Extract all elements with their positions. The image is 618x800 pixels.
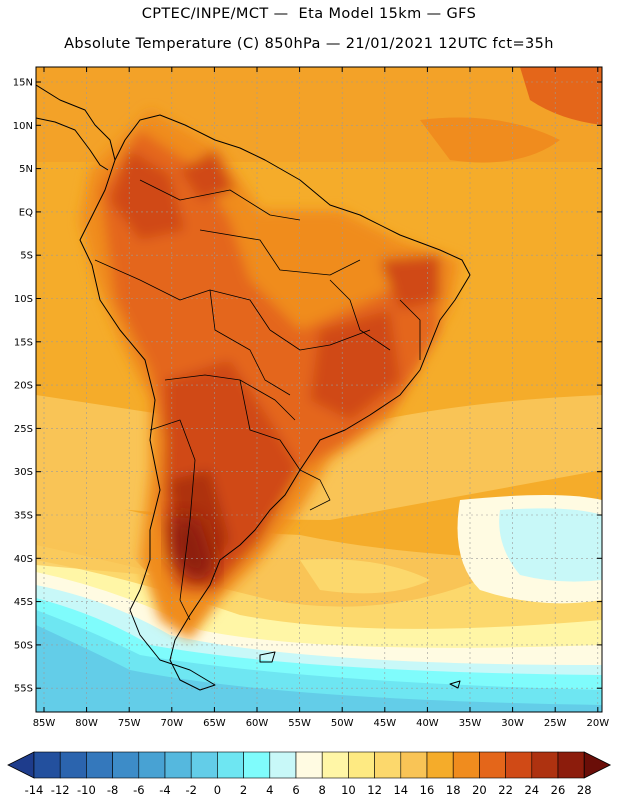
colorbar-label: -12 — [51, 783, 70, 797]
lat-lon-grid — [36, 67, 602, 712]
colorbar-swatch — [112, 751, 140, 779]
colorbar-swatch — [59, 751, 87, 779]
lon-tick-label: 65W — [203, 718, 226, 729]
colorbar-label: -10 — [77, 783, 96, 797]
colorbar-swatch — [557, 751, 585, 779]
colorbar-swatch — [531, 751, 559, 779]
colorbar-label: -8 — [107, 783, 118, 797]
lon-tick-label: 60W — [246, 718, 269, 729]
colorbar-label: -2 — [185, 783, 196, 797]
lon-tick-label: 40W — [416, 718, 439, 729]
temperature-field — [36, 67, 602, 712]
axis-ticks: 15N 10N 5N EQ 5S 10S 15S 20S 25S 30S 35S 40S 45S 50S 5… — [13, 67, 609, 729]
lat-tick-label: 25S — [14, 424, 33, 435]
colorbar-label: 28 — [577, 783, 592, 797]
colorbar-label: 26 — [551, 783, 566, 797]
lon-tick-label: 50W — [331, 718, 354, 729]
colorbar-label: 24 — [524, 783, 539, 797]
lat-tick-label: 10N — [13, 121, 33, 132]
lat-tick-label: 35S — [14, 511, 33, 522]
colorbar-swatch — [33, 751, 61, 779]
lon-tick-label: 80W — [75, 718, 98, 729]
lon-tick-label: 85W — [33, 718, 56, 729]
lat-tick-label: 15S — [14, 337, 33, 348]
lon-tick-label: 70W — [160, 718, 183, 729]
colorbar-swatch — [400, 751, 428, 779]
colorbar-swatch — [138, 751, 166, 779]
colorbar-label: 8 — [319, 783, 326, 797]
colorbar-swatch — [164, 751, 192, 779]
colorbar-min-arrow — [7, 751, 35, 779]
colorbar-label: -6 — [133, 783, 144, 797]
colorbar-label: 14 — [393, 783, 408, 797]
lon-tick-label: 20W — [586, 718, 609, 729]
colorbar-swatch — [190, 751, 218, 779]
colorbar-label: 16 — [420, 783, 435, 797]
chart-title-line-1: CPTEC/INPE/MCT — Eta Model 15km — GFS — [141, 6, 477, 22]
chart-title-line-2: Absolute Temperature (C) 850hPa — 21/01/… — [64, 36, 554, 52]
lon-tick-label: 25W — [544, 718, 567, 729]
colorbar-swatch — [86, 751, 113, 779]
lat-tick-label: 30S — [14, 467, 33, 478]
colorbar-swatch — [269, 751, 297, 779]
colorbar-swatch — [479, 751, 506, 779]
lon-tick-label: 45W — [373, 718, 396, 729]
colorbar-swatches — [7, 751, 612, 779]
colorbar-swatch — [348, 751, 375, 779]
lon-tick-label: 35W — [459, 718, 482, 729]
colorbar-swatch — [321, 751, 349, 779]
colorbar-swatch — [295, 751, 323, 779]
lat-tick-label: 15N — [13, 78, 33, 89]
colorbar-swatch — [217, 751, 244, 779]
colorbar-label: 0 — [214, 783, 221, 797]
lat-tick-label: 20S — [14, 381, 33, 392]
coastlines — [36, 84, 471, 691]
colorbar-swatch — [452, 751, 480, 779]
land-warm-layers — [80, 110, 460, 640]
lon-tick-label: 30W — [501, 718, 524, 729]
lon-tick-label: 75W — [118, 718, 141, 729]
colorbar-label: 6 — [292, 783, 299, 797]
lat-tick-label: 10S — [14, 294, 33, 305]
colorbar-label: 4 — [266, 783, 273, 797]
plot-frame — [35, 66, 603, 713]
country-borders — [94, 179, 421, 621]
colorbar-max-arrow — [583, 751, 612, 779]
colorbar-swatch — [505, 751, 533, 779]
lat-tick-label: 50S — [14, 640, 33, 651]
lat-tick-label: 5S — [20, 251, 33, 262]
lat-tick-label: 55S — [14, 684, 33, 695]
lat-tick-label: EQ — [19, 207, 33, 218]
colorbar-label: 22 — [498, 783, 513, 797]
colorbar-labels: -14 -12 -10 -8 -6 -4 -2 0 2 4 6 8 10 12 14 16 18 20 22 24 26… — [25, 783, 592, 797]
lon-tick-label: 55W — [288, 718, 311, 729]
colorbar-label: 18 — [446, 783, 461, 797]
colorbar-label: -4 — [159, 783, 170, 797]
colorbar-label: 12 — [367, 783, 382, 797]
colorbar: -14 -12 -10 -8 -6 -4 -2 0 2 4 6 8 10 12 14 16 18 20 22 24 26… — [7, 751, 612, 797]
temperature-map: 15N 10N 5N EQ 5S 10S 15S 20S 25S 30S 35S 40S 45S 50S 5… — [13, 66, 609, 729]
lat-tick-label: 45S — [14, 597, 33, 608]
colorbar-swatch — [426, 751, 454, 779]
colorbar-swatch — [374, 751, 402, 779]
land-hot-core — [170, 515, 215, 585]
colorbar-label: 10 — [341, 783, 356, 797]
lat-tick-label: 40S — [14, 554, 33, 565]
colorbar-label: -14 — [25, 783, 44, 797]
lat-tick-label: 5N — [19, 164, 33, 175]
colorbar-label: 20 — [472, 783, 487, 797]
colorbar-label: 2 — [240, 783, 247, 797]
colorbar-swatch — [243, 751, 271, 779]
